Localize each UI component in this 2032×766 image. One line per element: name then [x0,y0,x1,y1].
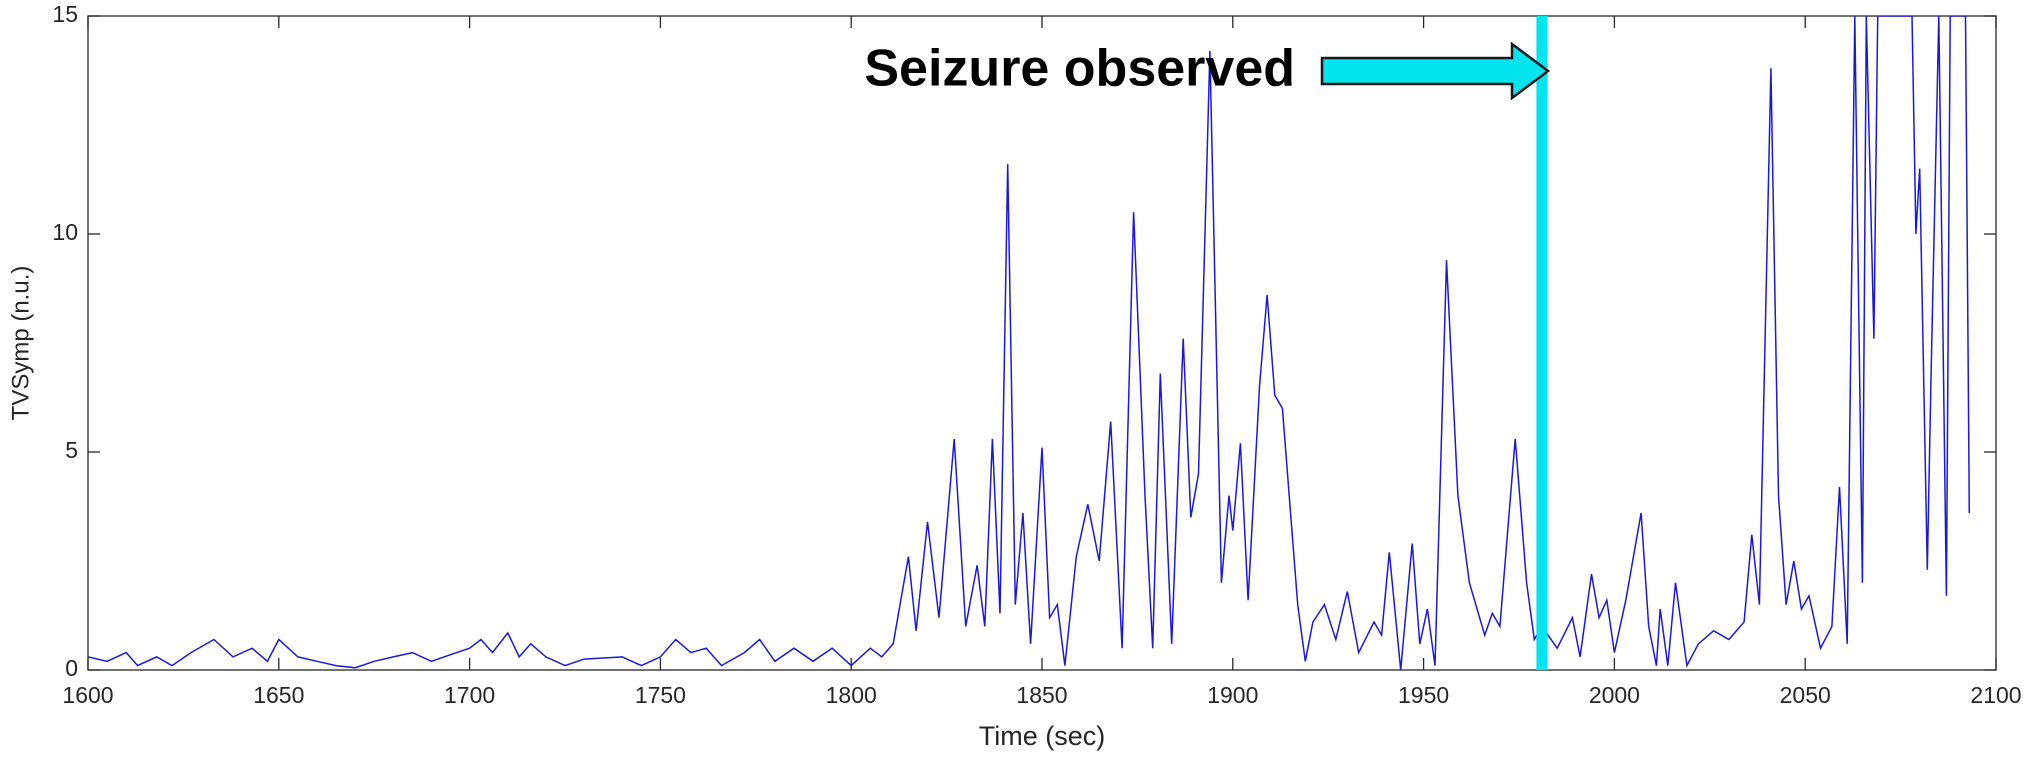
x-tick-label: 1750 [635,682,686,708]
y-tick-label: 5 [65,437,78,463]
x-tick-label: 1900 [1207,682,1258,708]
y-tick-label: 0 [65,655,78,681]
plot-area [87,15,1997,671]
x-tick-label: 1800 [826,682,877,708]
x-tick-label: 2100 [1970,682,2021,708]
annotation-text: Seizure observed [864,40,1295,98]
x-tick-label: 2050 [1780,682,1831,708]
seizure-arrow [1320,41,1551,101]
x-axis-label: Time (sec) [979,721,1106,751]
x-tick-label: 1700 [444,682,495,708]
data-line [88,16,1971,670]
y-tick-label: 10 [52,219,78,245]
x-tick-label: 2000 [1589,682,1640,708]
x-tick-label: 1950 [1398,682,1449,708]
x-tick-label: 1650 [253,682,304,708]
x-tick-label: 1850 [1016,682,1067,708]
y-tick-label: 15 [52,1,78,27]
y-axis-label: TVSymp (n.u.) [7,266,34,421]
x-tick-label: 1600 [62,682,113,708]
